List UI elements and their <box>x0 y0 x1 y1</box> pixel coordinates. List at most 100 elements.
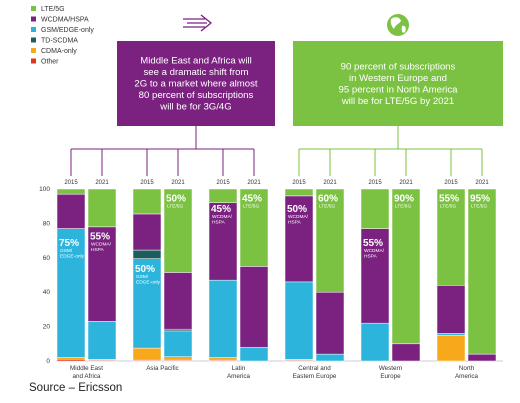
bar-segment <box>163 328 193 332</box>
bar-segment <box>56 359 86 362</box>
bar-series-label: EDGE-only <box>60 254 85 260</box>
bar-series-label: LTE/5G <box>319 203 335 209</box>
region-labels: 2015 202175%GSM/EDGE-only55%WCDMA/HSPAMid… <box>59 180 490 380</box>
bar-segment <box>436 334 466 362</box>
bar-segment <box>360 188 390 229</box>
bar-segment <box>132 213 162 251</box>
bar-segment <box>239 266 269 348</box>
bar-segment <box>208 188 238 204</box>
bar-segment <box>87 321 117 360</box>
legend-swatch <box>31 37 36 43</box>
callout-box <box>293 41 503 126</box>
bar-value-label: 95% <box>470 193 490 204</box>
bar-segment <box>163 330 193 357</box>
callout-text: will be for 3G/4G <box>159 102 231 113</box>
year-label: 2015 <box>140 180 154 186</box>
bar-series-label: WCDMA/ <box>91 241 112 247</box>
bar-segment <box>315 291 345 355</box>
region-label: Asia Pacific <box>146 365 179 372</box>
bar-value-label: 50% <box>287 204 307 215</box>
legend-swatch <box>31 16 36 22</box>
callout-text: see a dramatic shift from <box>143 67 248 78</box>
legend-label: Other <box>41 59 59 66</box>
bar-series-label: WCDMA/ <box>364 248 385 254</box>
bar-segment <box>56 357 86 360</box>
y-tick-label: 40 <box>43 289 51 296</box>
region-label: Latin <box>232 365 246 372</box>
arrow-right-icon <box>183 14 212 32</box>
bar-segment <box>208 202 238 281</box>
bar-series-label: LTE/5G <box>167 203 183 209</box>
bar-series-label: LTE/5G <box>243 203 259 209</box>
bar-value-label: 60% <box>318 193 338 204</box>
region-label: Western <box>379 365 403 372</box>
bar-segment <box>239 188 269 267</box>
bar-series-label: HSPA <box>212 219 226 225</box>
bar-segment <box>284 195 314 283</box>
bar-value-label: 90% <box>394 193 414 204</box>
callout-text: 80 percent of subscriptions <box>139 90 254 101</box>
callout-text: 2G to a market where almost <box>134 79 258 90</box>
region-label: America <box>227 373 251 380</box>
source-note: Source – Ericsson <box>29 382 123 394</box>
region-label: North <box>459 365 475 372</box>
callout-text: in Western Europe and <box>349 73 447 84</box>
year-label: 2015 <box>216 180 230 186</box>
legend-label: LTE/5G <box>41 6 65 13</box>
bar-segment <box>132 188 162 215</box>
bar-segment <box>163 272 193 330</box>
bar-series-label: LTE/5G <box>471 203 487 209</box>
bar-segment <box>208 357 238 361</box>
year-label: 2021 <box>323 180 337 186</box>
bar-segment <box>467 353 497 362</box>
bar-segment <box>391 343 421 362</box>
bar-series-label: HSPA <box>288 219 302 225</box>
legend: LTE/5G WCDMA/HSPA GSM/EDGE-only TD-SCDMA CDM… <box>31 6 94 66</box>
legend-swatch <box>31 48 36 53</box>
bar-segment <box>163 356 193 361</box>
bar-series-label: HSPA <box>364 254 378 260</box>
bar-segment <box>467 188 497 355</box>
y-tick-label: 60 <box>43 255 51 262</box>
bar-segment <box>87 188 117 228</box>
legend-swatch <box>31 6 36 11</box>
bar-segment <box>56 188 86 195</box>
bar-value-label: 50% <box>166 193 186 204</box>
bar-segment <box>284 281 314 360</box>
bar-series-label: GSM/ <box>136 274 149 280</box>
region-label: Europe <box>380 373 401 380</box>
bar-value-label: 55% <box>439 193 459 204</box>
bar-value-label: 50% <box>135 264 155 275</box>
bar-segment <box>360 322 390 362</box>
bar-series-label: HSPA <box>91 247 105 253</box>
callout-text: will be for LTE/5G by 2021 <box>341 96 454 107</box>
y-tick-label: 100 <box>39 186 50 193</box>
year-label: 2021 <box>399 180 413 186</box>
year-label: 2021 <box>171 180 185 186</box>
year-label: 2021 <box>95 180 109 186</box>
year-label: 2015 <box>368 180 382 186</box>
bar-segment <box>436 188 466 286</box>
bar-series-label: EDGE-only <box>136 279 161 285</box>
bar-value-label: 55% <box>363 238 383 249</box>
bar-value-label: 45% <box>211 204 231 215</box>
legend-label: TD-SCDMA <box>41 38 78 45</box>
y-tick-label: 0 <box>46 358 50 365</box>
region-label: and Africa <box>72 373 101 380</box>
bar-segment <box>436 285 466 334</box>
legend-swatch <box>31 27 36 32</box>
region-label: America <box>455 373 479 380</box>
globe-icon <box>387 14 409 36</box>
region-label: Eastern Europe <box>293 373 337 380</box>
callout-text: Middle East and Africa will <box>140 56 251 67</box>
bar-value-label: 55% <box>90 231 110 242</box>
bar-series-label: LTE/5G <box>440 203 456 209</box>
legend-label: WCDMA/HSPA <box>41 17 89 24</box>
bar-series-label: WCDMA/ <box>288 214 309 220</box>
bar-segment <box>208 279 238 358</box>
year-label: 2021 <box>247 180 261 186</box>
year-label: 2015 <box>292 180 306 186</box>
callout-text: 95 percent in North America <box>339 84 459 95</box>
